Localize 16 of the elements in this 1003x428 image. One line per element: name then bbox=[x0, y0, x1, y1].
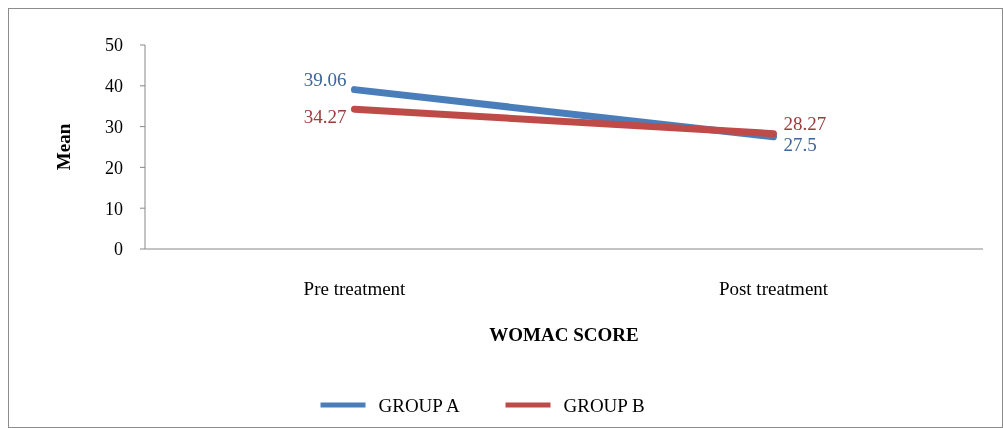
y-tick-label: 20 bbox=[105, 157, 123, 178]
y-tick-label: 0 bbox=[114, 239, 123, 260]
data-label: 28.27 bbox=[783, 112, 827, 134]
y-tick-label: 30 bbox=[105, 116, 123, 137]
y-tick-label: 10 bbox=[105, 198, 123, 219]
data-label: 27.5 bbox=[783, 133, 817, 155]
data-label: 34.27 bbox=[303, 106, 347, 128]
x-axis-title: WOMAC SCORE bbox=[489, 324, 639, 345]
x-tick-label: Post treatment bbox=[718, 278, 829, 299]
legend-label: GROUP A bbox=[378, 394, 460, 416]
y-tick-label: 50 bbox=[105, 35, 123, 56]
y-axis-title: Mean bbox=[53, 123, 74, 171]
legend-label: GROUP B bbox=[563, 394, 645, 416]
y-tick-label: 40 bbox=[105, 76, 123, 97]
x-tick-label: Pre treatment bbox=[303, 278, 407, 299]
data-label: 39.06 bbox=[303, 68, 347, 90]
